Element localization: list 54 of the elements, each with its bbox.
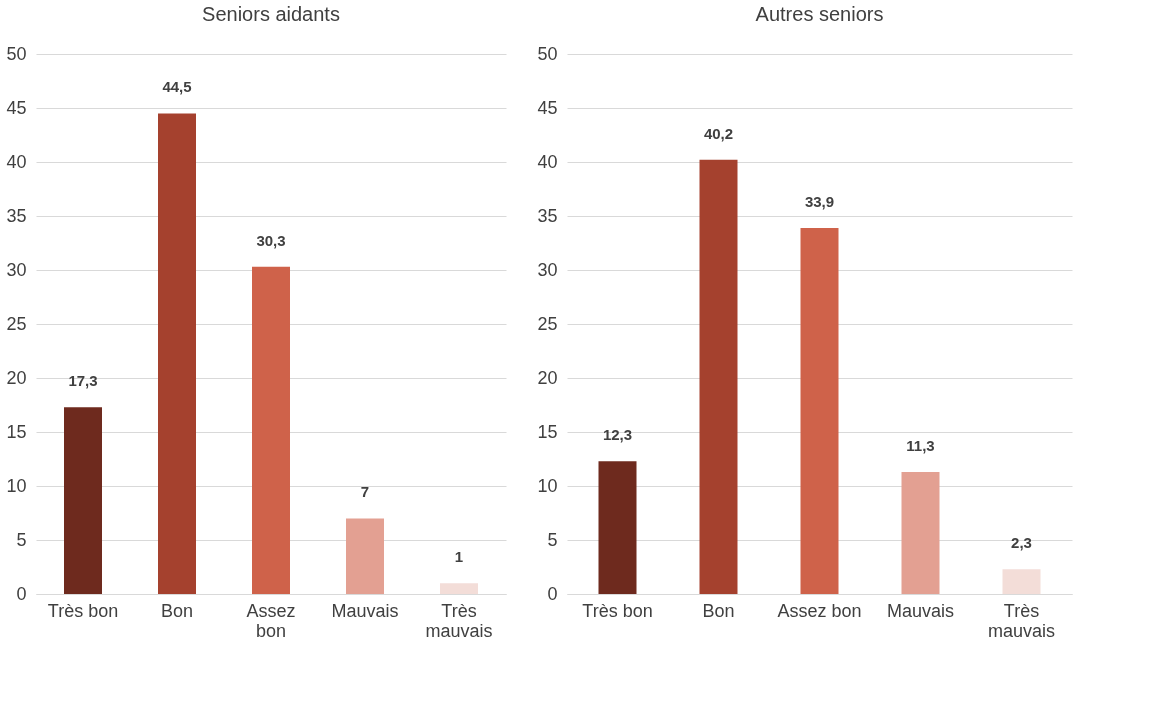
x-tick-label: Très bon xyxy=(582,600,653,621)
x-tick-label: Très mauvais xyxy=(425,600,493,641)
bar xyxy=(901,471,940,594)
y-tick-label: 0 xyxy=(547,583,558,604)
x-tick-label: Bon xyxy=(702,600,735,621)
y-tick-label: 20 xyxy=(6,367,27,388)
bar xyxy=(598,461,637,594)
data-label: 1 xyxy=(454,548,464,566)
data-label: 44,5 xyxy=(162,78,192,96)
x-tick-label: Mauvais xyxy=(886,600,955,621)
bar xyxy=(346,518,384,594)
x-tick-label: Mauvais xyxy=(331,600,399,621)
bar xyxy=(64,407,102,594)
y-tick-label: 30 xyxy=(6,259,27,280)
y-tick-label: 15 xyxy=(537,421,558,442)
bar xyxy=(440,583,478,594)
data-label: 11,3 xyxy=(906,436,935,454)
y-tick-label: 25 xyxy=(537,313,558,334)
y-tick-label: 15 xyxy=(6,421,27,442)
y-tick-label: 45 xyxy=(537,97,558,118)
y-tick-label: 10 xyxy=(537,475,558,496)
data-label: 30,3 xyxy=(256,231,286,249)
chart-title: Seniors aidants xyxy=(202,3,340,25)
bar xyxy=(800,227,839,594)
y-tick-label: 20 xyxy=(537,367,558,388)
y-tick-label: 0 xyxy=(16,583,27,604)
chart-title: Autres seniors xyxy=(755,3,884,25)
y-tick-label: 35 xyxy=(537,205,558,226)
y-tick-label: 35 xyxy=(6,205,27,226)
data-label: 17,3 xyxy=(68,372,98,390)
y-tick-label: 50 xyxy=(6,43,27,64)
bar xyxy=(699,159,738,594)
y-tick-label: 5 xyxy=(547,529,558,550)
y-tick-label: 50 xyxy=(537,43,558,64)
x-tick-label: Très mauvais xyxy=(987,600,1056,641)
y-tick-label: 40 xyxy=(6,151,27,172)
data-label: 12,3 xyxy=(602,426,633,444)
x-tick-label: Bon xyxy=(160,600,194,621)
y-tick-label: 40 xyxy=(537,151,558,172)
bar xyxy=(252,266,290,594)
x-tick-label: Très bon xyxy=(47,600,119,621)
y-tick-label: 25 xyxy=(6,313,27,334)
y-tick-label: 30 xyxy=(537,259,558,280)
bar xyxy=(1002,569,1041,594)
x-tick-label: Assez bon xyxy=(777,600,862,621)
bar xyxy=(158,113,196,594)
data-label: 33,9 xyxy=(804,192,835,210)
y-tick-label: 45 xyxy=(6,97,27,118)
data-label: 7 xyxy=(360,483,370,501)
y-tick-label: 10 xyxy=(6,475,27,496)
y-tick-label: 5 xyxy=(16,529,27,550)
data-label: 2,3 xyxy=(1011,534,1032,552)
data-label: 40,2 xyxy=(703,124,734,142)
x-tick-label: Assez bon xyxy=(246,600,296,641)
